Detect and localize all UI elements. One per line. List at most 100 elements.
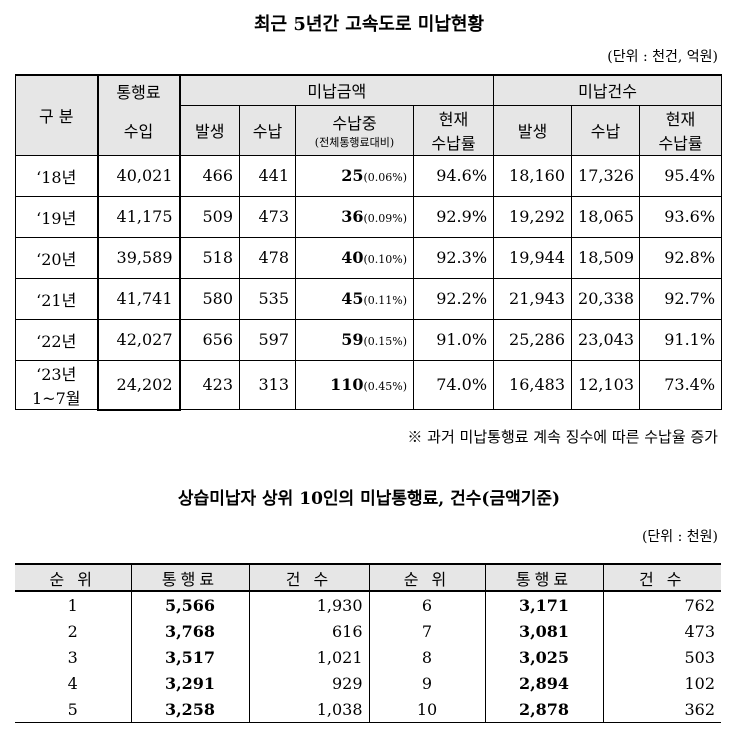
rank-cell: 9	[368, 670, 486, 696]
occur-cell: 509	[179, 195, 240, 238]
toll-cell: 2,894	[484, 670, 604, 696]
paid-cell: 597	[239, 318, 296, 361]
count-occur-cell: 19,292	[493, 195, 573, 238]
count-rate-cell: 93.6%	[639, 195, 723, 238]
count-cell: 1,930	[248, 591, 370, 618]
rate-cell: 92.3%	[412, 236, 495, 279]
count-cell: 503	[602, 644, 721, 670]
count-rate-cell: 91.1%	[639, 318, 723, 361]
toll-cell: 42,027	[96, 318, 181, 361]
count-paid-cell: 12,103	[571, 359, 641, 410]
unpaid-mid-cell: 25(0.06%)	[295, 154, 414, 197]
header-rate: 현재 수납률	[412, 104, 495, 156]
rate-cell: 94.6%	[412, 154, 495, 197]
count-paid-cell: 18,509	[571, 236, 641, 279]
year-cell: ‘19년	[15, 195, 98, 238]
count-cell: 1,021	[248, 644, 370, 670]
count-paid-cell: 17,326	[571, 154, 641, 197]
header-toll-a: 통행료	[130, 563, 250, 592]
count-cell: 929	[248, 670, 370, 696]
count-rate-cell: 92.8%	[639, 236, 723, 279]
paid-cell: 478	[239, 236, 296, 279]
unpaid-mid-value: 36	[341, 207, 364, 226]
occur-cell: 518	[179, 236, 240, 279]
unpaid-mid-cell: 45(0.11%)	[295, 277, 414, 320]
unpaid-mid-cell: 110(0.45%)	[295, 359, 414, 410]
year-cell: ‘21년	[15, 277, 98, 320]
rank-cell: 6	[368, 591, 486, 618]
header-unpaid-count: 미납건수	[493, 74, 723, 106]
count-paid-cell: 20,338	[571, 277, 641, 320]
occur-cell: 466	[179, 154, 240, 197]
rate-cell: 92.2%	[412, 277, 495, 320]
paid-cell: 535	[239, 277, 296, 320]
rank-cell: 8	[368, 644, 486, 670]
count-cell: 616	[248, 618, 370, 644]
unpaid-mid-value: 110	[330, 375, 364, 395]
occur-cell: 423	[179, 359, 240, 410]
unpaid-mid-pct: (0.09%)	[363, 212, 407, 225]
header-count-rate: 현재 수납률	[639, 104, 723, 156]
rank-cell: 2	[15, 618, 132, 644]
header-unpaid-mid-sub: (전체통행료대비)	[314, 136, 395, 149]
header-unpaid-mid: 수납중 (전체통행료대비)	[295, 104, 414, 156]
unpaid-mid-value: 40	[341, 248, 364, 267]
toll-cell: 3,081	[484, 618, 604, 644]
unpaid-mid-pct: (0.11%)	[363, 294, 407, 307]
toll-cell: 3,291	[130, 670, 250, 696]
header-rate-line2: 수납률	[431, 134, 476, 153]
paid-cell: 441	[239, 154, 296, 197]
table-row: 1 5,566 1,930 6 3,171 762	[15, 591, 721, 618]
occur-cell: 580	[179, 277, 240, 320]
table-row: 2 3,768 616 7 3,081 473	[15, 618, 721, 644]
header-unpaid-mid-label: 수납중	[332, 114, 377, 133]
count-occur-cell: 25,286	[493, 318, 573, 361]
count-cell: 102	[602, 670, 721, 696]
header-toll-line1: 통행료	[96, 74, 181, 105]
rank-cell: 7	[368, 618, 486, 644]
unpaid-mid-value: 45	[341, 289, 364, 308]
count-occur-cell: 19,944	[493, 236, 573, 279]
unpaid-mid-pct: (0.06%)	[363, 171, 407, 184]
toll-cell: 3,258	[130, 696, 250, 723]
count-occur-cell: 21,943	[493, 277, 573, 320]
toll-cell: 3,517	[130, 644, 250, 670]
toll-cell: 40,021	[96, 154, 181, 197]
header-count-rate-line2: 수납률	[658, 134, 703, 153]
table-row: ‘21년 41,741 580 535 45(0.11%) 92.2% 21,9…	[15, 277, 723, 320]
table-row: 4 3,291 929 9 2,894 102	[15, 670, 721, 696]
header-count-rate-line1: 현재	[665, 110, 696, 129]
count-occur-cell: 16,483	[493, 359, 573, 410]
rank-cell: 3	[15, 644, 132, 670]
header-category: 구 분	[15, 74, 98, 156]
count-cell: 1,038	[248, 696, 370, 723]
header-count-occur: 발생	[493, 104, 573, 156]
count-rate-cell: 95.4%	[639, 154, 723, 197]
footnote: ※ 과거 미납통행료 계속 징수에 따른 수납율 증가	[407, 428, 718, 446]
unit-label-2: (단위 : 천원)	[641, 529, 718, 545]
table-row: ‘20년 39,589 518 478 40(0.10%) 92.3% 19,9…	[15, 236, 723, 279]
header-paid: 수납	[239, 104, 296, 156]
rate-cell: 74.0%	[412, 359, 495, 410]
toll-cell: 41,175	[96, 195, 181, 238]
table-row: ‘22년 42,027 656 597 59(0.15%) 91.0% 25,2…	[15, 318, 723, 361]
unpaid-mid-cell: 59(0.15%)	[295, 318, 414, 361]
header-count-b: 건 수	[602, 563, 721, 592]
count-occur-cell: 18,160	[493, 154, 573, 197]
count-paid-cell: 18,065	[571, 195, 641, 238]
count-cell: 362	[602, 696, 721, 723]
table-row: ‘23년 1~7월 24,202 423 313 110(0.45%) 74.0…	[15, 359, 723, 411]
unpaid-mid-value: 25	[341, 166, 364, 185]
unit-label: (단위 : 천건, 억원)	[607, 49, 718, 65]
year-line2: 1~7월	[32, 388, 81, 408]
toll-cell: 5,566	[130, 591, 250, 618]
paid-cell: 313	[239, 359, 296, 410]
top-delinquents-table: 순 위 통행료 건 수 순 위 통행료 건 수 1 5,566 1,930 6 …	[15, 563, 721, 723]
header-count-paid: 수납	[571, 104, 641, 156]
rank-cell: 10	[368, 696, 486, 723]
toll-cell: 3,171	[484, 591, 604, 618]
toll-cell: 3,025	[484, 644, 604, 670]
toll-cell: 3,768	[130, 618, 250, 644]
rate-cell: 92.9%	[412, 195, 495, 238]
table-row: ‘19년 41,175 509 473 36(0.09%) 92.9% 19,2…	[15, 195, 723, 238]
